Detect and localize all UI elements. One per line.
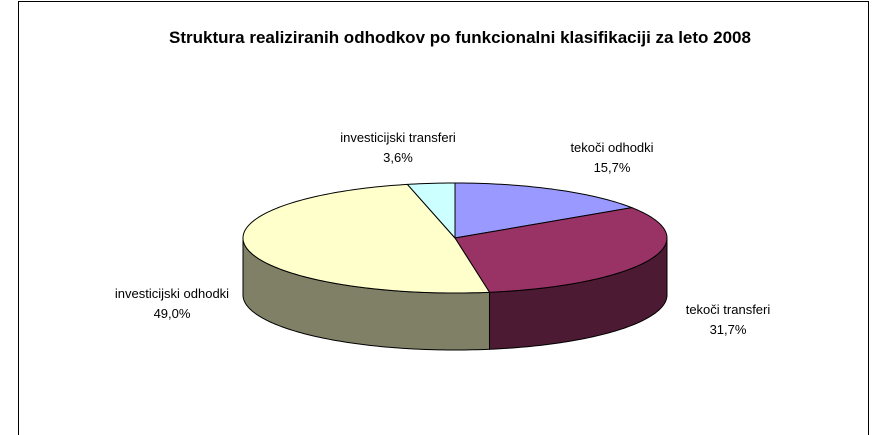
- pie-slice: [406, 182, 456, 240]
- value-label: 31,7%: [710, 322, 747, 337]
- chart-title: Struktura realiziranih odhodkov po funkc…: [169, 28, 751, 47]
- slice-label: investicijski transferi: [340, 130, 456, 145]
- slice-label: tekoči transferi: [686, 302, 771, 317]
- value-label: 15,7%: [594, 160, 631, 175]
- value-label: 3,6%: [383, 150, 413, 165]
- pie-slice: [454, 182, 634, 239]
- slice-label: investicijski odhodki: [115, 286, 229, 301]
- pie-slice: [454, 207, 668, 293]
- slice-label: tekoči odhodki: [570, 140, 653, 155]
- pie-slice: [242, 183, 491, 294]
- chart-border: [18, 1, 869, 435]
- value-label: 49,0%: [154, 306, 191, 321]
